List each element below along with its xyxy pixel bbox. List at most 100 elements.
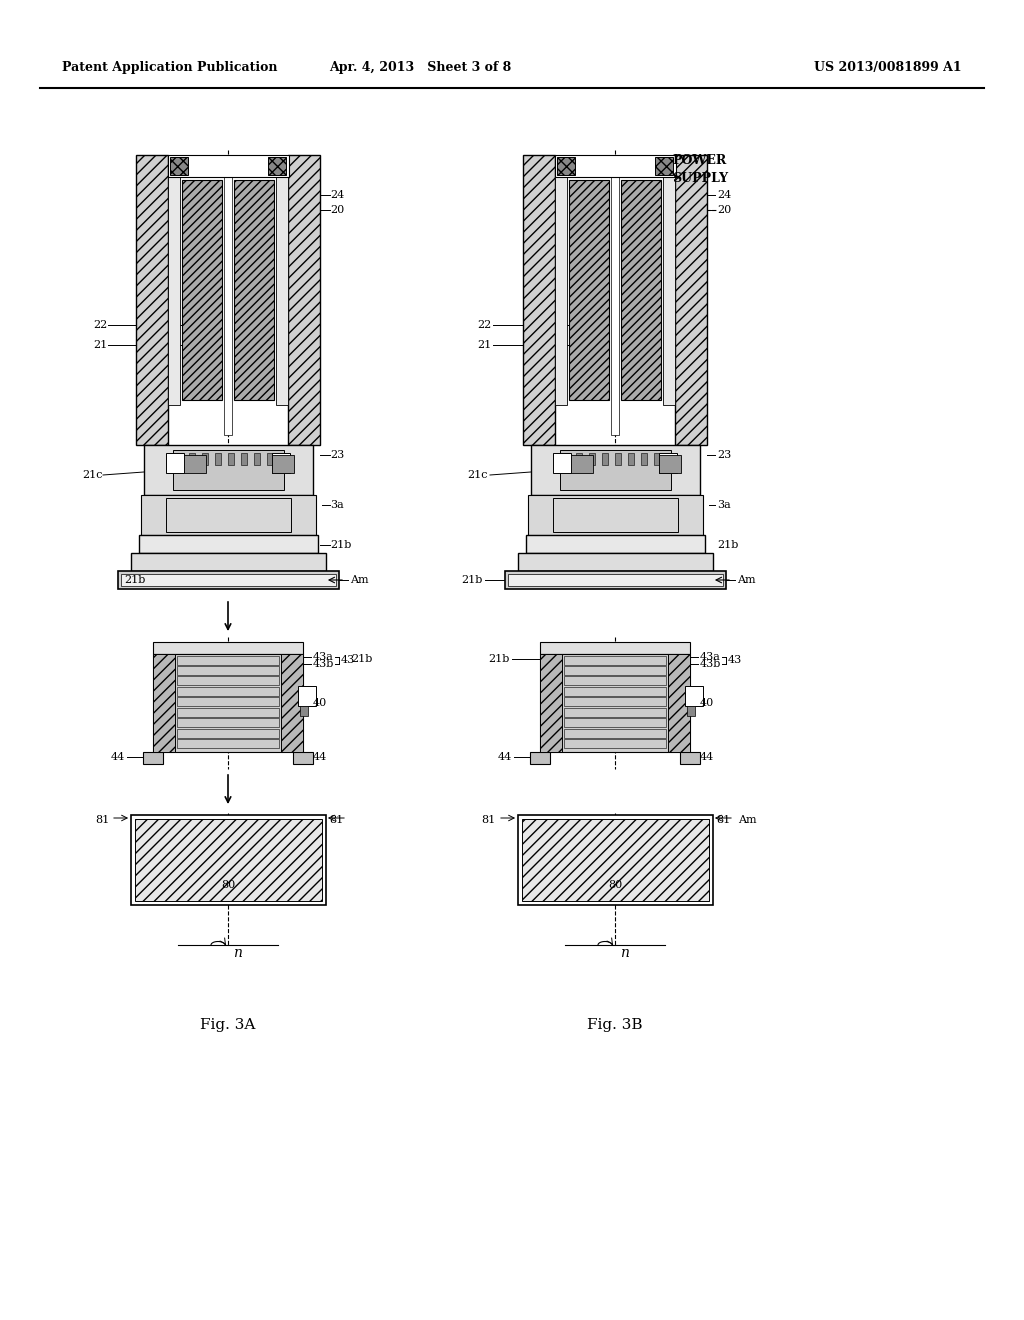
Bar bbox=[177, 667, 279, 675]
Bar bbox=[268, 157, 286, 176]
Bar bbox=[168, 176, 180, 405]
Bar bbox=[518, 553, 713, 572]
Text: 81: 81 bbox=[481, 814, 496, 825]
Bar bbox=[272, 453, 290, 473]
Bar bbox=[564, 718, 666, 727]
Bar bbox=[564, 729, 666, 738]
Text: 3a: 3a bbox=[330, 500, 344, 510]
Bar bbox=[288, 154, 319, 445]
Bar bbox=[144, 445, 313, 495]
Bar bbox=[177, 729, 279, 738]
Text: 22: 22 bbox=[477, 319, 490, 330]
Text: 21c: 21c bbox=[468, 470, 488, 480]
Bar bbox=[177, 676, 279, 685]
Bar bbox=[564, 697, 666, 706]
Bar bbox=[659, 455, 681, 473]
Text: 44: 44 bbox=[498, 752, 512, 762]
Bar bbox=[680, 752, 700, 764]
Bar bbox=[202, 453, 208, 465]
Text: POWER: POWER bbox=[673, 153, 727, 166]
Bar bbox=[173, 450, 284, 490]
Text: 21b: 21b bbox=[330, 540, 351, 550]
Bar bbox=[569, 180, 609, 400]
Text: 81: 81 bbox=[716, 814, 730, 825]
Bar bbox=[560, 450, 671, 490]
Bar bbox=[654, 453, 660, 465]
Bar bbox=[564, 656, 666, 665]
Text: 21: 21 bbox=[94, 341, 108, 350]
Bar bbox=[663, 176, 675, 405]
Bar bbox=[621, 180, 662, 400]
Bar bbox=[602, 453, 608, 465]
Bar bbox=[540, 653, 690, 752]
Text: Am: Am bbox=[738, 814, 757, 825]
Bar bbox=[224, 160, 232, 436]
Bar bbox=[215, 453, 221, 465]
Bar bbox=[575, 453, 582, 465]
Text: 21b: 21b bbox=[462, 576, 483, 585]
Bar bbox=[234, 180, 274, 400]
Text: 20: 20 bbox=[717, 205, 731, 215]
Bar bbox=[254, 453, 260, 465]
Bar bbox=[589, 453, 595, 465]
Bar bbox=[685, 686, 703, 706]
Text: 44: 44 bbox=[313, 752, 328, 762]
Text: 43b: 43b bbox=[313, 659, 335, 669]
Bar bbox=[522, 818, 709, 902]
Bar bbox=[300, 706, 308, 715]
Text: n: n bbox=[620, 946, 629, 960]
Bar bbox=[298, 686, 316, 706]
Bar bbox=[184, 455, 206, 473]
Bar bbox=[564, 708, 666, 717]
Text: 23: 23 bbox=[717, 450, 731, 459]
Bar bbox=[531, 445, 700, 495]
Text: 21b: 21b bbox=[124, 576, 145, 585]
Bar bbox=[628, 453, 634, 465]
Text: 24: 24 bbox=[717, 190, 731, 201]
Bar bbox=[153, 653, 175, 752]
Bar bbox=[540, 653, 562, 752]
Bar bbox=[177, 656, 279, 665]
Text: 44: 44 bbox=[111, 752, 125, 762]
Text: 43: 43 bbox=[728, 655, 742, 665]
Text: 23: 23 bbox=[330, 450, 344, 459]
Bar bbox=[170, 157, 188, 176]
Text: n: n bbox=[233, 946, 242, 960]
Bar bbox=[553, 498, 678, 532]
Bar bbox=[153, 653, 303, 752]
Bar bbox=[530, 752, 550, 764]
Bar bbox=[611, 160, 618, 436]
Bar bbox=[177, 686, 279, 696]
Bar bbox=[615, 453, 621, 465]
Bar bbox=[564, 676, 666, 685]
Text: 20: 20 bbox=[330, 205, 344, 215]
Text: SUPPLY: SUPPLY bbox=[672, 172, 728, 185]
Bar bbox=[293, 752, 313, 764]
Text: 21b: 21b bbox=[488, 653, 510, 664]
Text: US 2013/0081899 A1: US 2013/0081899 A1 bbox=[814, 62, 962, 74]
Bar bbox=[528, 495, 703, 535]
Bar bbox=[276, 176, 288, 405]
Bar bbox=[118, 572, 339, 589]
Bar bbox=[540, 642, 690, 653]
Bar bbox=[526, 535, 705, 553]
Text: 43a: 43a bbox=[313, 652, 334, 663]
Text: Fig. 3B: Fig. 3B bbox=[587, 1018, 643, 1032]
Bar bbox=[564, 667, 666, 675]
Text: 80: 80 bbox=[221, 880, 236, 890]
Bar bbox=[177, 718, 279, 727]
Bar bbox=[189, 453, 195, 465]
Bar bbox=[166, 498, 291, 532]
Text: Fig. 3A: Fig. 3A bbox=[201, 1018, 256, 1032]
Bar bbox=[143, 752, 163, 764]
Bar bbox=[131, 553, 326, 572]
Bar bbox=[121, 574, 336, 586]
Bar bbox=[131, 814, 326, 906]
Text: Patent Application Publication: Patent Application Publication bbox=[62, 62, 278, 74]
Text: 3a: 3a bbox=[717, 500, 731, 510]
Bar bbox=[687, 706, 695, 715]
Bar bbox=[177, 453, 183, 465]
Bar bbox=[228, 453, 234, 465]
Bar bbox=[505, 572, 726, 589]
Bar bbox=[177, 697, 279, 706]
